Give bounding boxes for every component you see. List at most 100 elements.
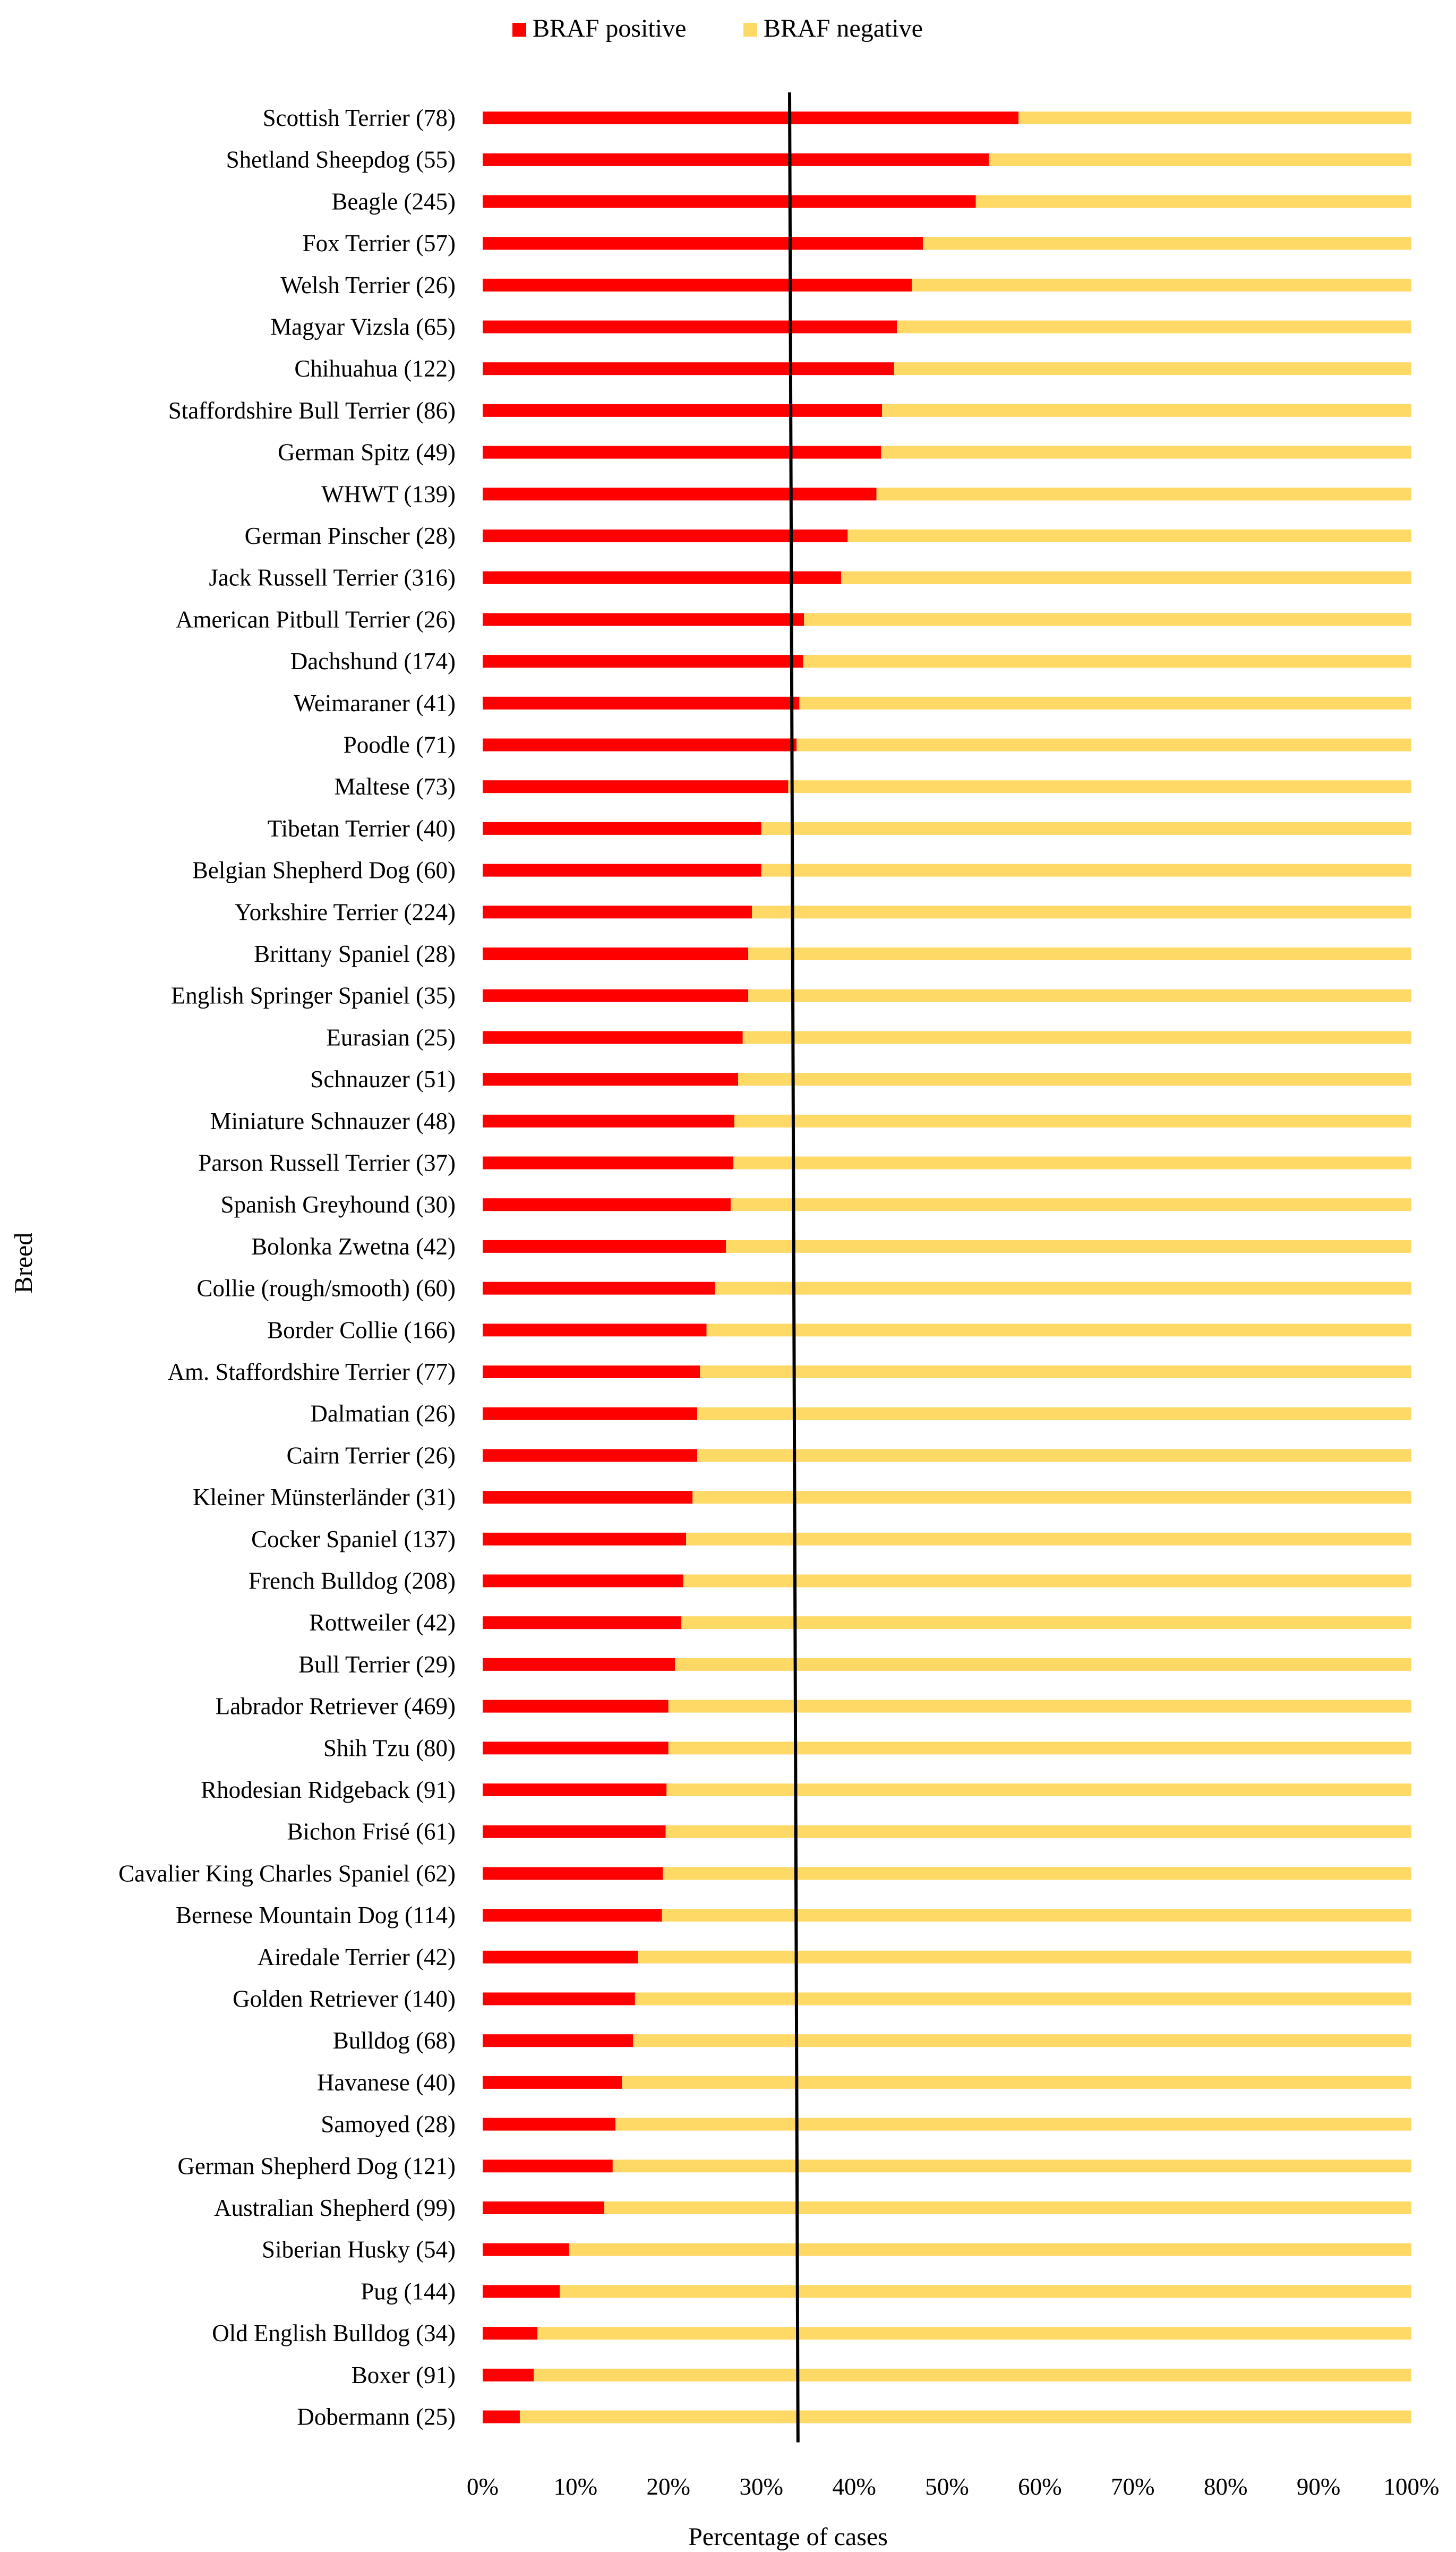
category-label: Boxer (91): [352, 2362, 456, 2388]
category-label: Border Collie (166): [267, 1317, 456, 1343]
bar-braf-negative-26: [730, 1198, 1411, 1211]
category-label: Rottweiler (42): [309, 1609, 456, 1636]
bar-braf-positive-45: [483, 1992, 635, 2005]
bar-braf-negative-6: [894, 362, 1411, 375]
category-label: Parson Russell Terrier (37): [198, 1150, 456, 1176]
x-axis: 0% 10% 20% 30% 40% 50% 60% 70% 80% 90% 100%: [467, 2473, 1440, 2500]
bar-braf-positive-14: [483, 696, 800, 710]
bar-braf-positive-27: [483, 1240, 726, 1253]
category-label: WHWT (139): [321, 481, 456, 507]
bar-braf-negative-39: [668, 1742, 1411, 1755]
bar-braf-negative-37: [675, 1658, 1411, 1671]
legend: BRAF positive BRAF negative: [512, 14, 923, 42]
bar-braf-positive-49: [483, 2160, 613, 2173]
bar-braf-positive-41: [483, 1825, 666, 1838]
x-tick-label: 30%: [739, 2473, 783, 2500]
bar-braf-positive-53: [483, 2327, 538, 2340]
category-label: Airedale Terrier (42): [258, 1944, 456, 1970]
bar-braf-positive-11: [483, 571, 842, 584]
bar-braf-positive-44: [483, 1950, 638, 1964]
category-label: Bolonka Zwetna (42): [251, 1233, 456, 1260]
bar-braf-positive-26: [483, 1198, 731, 1211]
x-tick-label: 70%: [1111, 2473, 1155, 2500]
category-label: Havanese (40): [317, 2069, 456, 2096]
bar-braf-negative-22: [742, 1031, 1411, 1044]
bar-braf-negative-25: [733, 1156, 1411, 1170]
category-label: Shetland Sheepdog (55): [226, 147, 456, 173]
category-label: Miniature Schnauzer (48): [210, 1108, 456, 1134]
category-label: German Pinscher (28): [245, 523, 456, 549]
bar-braf-negative-8: [881, 446, 1411, 459]
bar-braf-positive-33: [483, 1491, 693, 1504]
bar-braf-negative-54: [534, 2368, 1411, 2382]
bar-braf-negative-36: [681, 1616, 1411, 1629]
category-label: Bernese Mountain Dog (114): [176, 1902, 456, 1928]
bar-braf-negative-44: [638, 1950, 1411, 1964]
bar-braf-positive-48: [483, 2118, 616, 2131]
bar-braf-positive-29: [483, 1324, 707, 1337]
category-label: Welsh Terrier (26): [280, 272, 456, 298]
bar-braf-positive-32: [483, 1449, 698, 1462]
bar-braf-positive-28: [483, 1282, 715, 1295]
bar-braf-positive-50: [483, 2201, 605, 2214]
category-label: Dachshund (174): [290, 648, 456, 675]
bar-braf-positive-18: [483, 864, 761, 877]
bar-braf-negative-4: [912, 278, 1411, 292]
category-label: Spanish Greyhound (30): [221, 1191, 456, 1218]
y-axis-title: Breed: [10, 1233, 38, 1294]
x-tick-label: 40%: [832, 2473, 876, 2500]
bar-braf-negative-40: [666, 1783, 1411, 1796]
x-tick-label: 10%: [554, 2473, 598, 2500]
bar-braf-negative-43: [662, 1909, 1411, 1922]
bar-braf-negative-9: [876, 488, 1411, 501]
bar-braf-positive-20: [483, 948, 749, 960]
category-label: Dalmatian (26): [310, 1401, 456, 1427]
bar-braf-negative-52: [560, 2285, 1411, 2298]
bar-braf-negative-53: [537, 2327, 1412, 2340]
bar-braf-negative-41: [665, 1825, 1411, 1838]
bar-braf-negative-55: [519, 2410, 1412, 2423]
bar-braf-positive-21: [483, 989, 749, 1002]
bar-braf-positive-9: [483, 488, 877, 501]
legend-label-braf-positive: BRAF positive: [533, 14, 686, 42]
bar-braf-positive-17: [483, 822, 761, 835]
bar-braf-negative-32: [697, 1449, 1411, 1462]
bar-braf-negative-29: [706, 1324, 1411, 1337]
reference-line-path: [788, 92, 800, 2443]
category-label: Scottish Terrier (78): [263, 105, 456, 131]
bar-braf-negative-5: [897, 320, 1411, 334]
bar-braf-positive-5: [483, 320, 897, 334]
category-label: Belgian Shepherd Dog (60): [192, 857, 456, 884]
bar-braf-negative-24: [734, 1114, 1411, 1128]
bar-braf-positive-42: [483, 1867, 663, 1880]
bar-braf-positive-8: [483, 446, 881, 459]
bar-braf-positive-2: [483, 195, 976, 208]
bar-braf-negative-35: [683, 1574, 1411, 1587]
category-label: Dobermann (25): [297, 2404, 456, 2430]
category-label: Schnauzer (51): [310, 1066, 456, 1093]
x-axis-title: Percentage of cases: [688, 2523, 888, 2551]
bar-braf-positive-39: [483, 1742, 669, 1755]
bar-braf-negative-20: [748, 948, 1411, 960]
category-label: Old English Bulldog (34): [212, 2320, 456, 2346]
category-label: Cavalier King Charles Spaniel (62): [118, 1860, 456, 1887]
category-label: American Pitbull Terrier (26): [176, 606, 456, 633]
bar-braf-negative-49: [612, 2160, 1411, 2173]
bar-braf-positive-55: [483, 2410, 520, 2423]
bar-braf-positive-0: [483, 112, 1019, 124]
bar-braf-positive-25: [483, 1156, 734, 1170]
category-label: Maltese (73): [334, 773, 456, 800]
bar-braf-positive-7: [483, 404, 883, 417]
legend-label-braf-negative: BRAF negative: [764, 14, 923, 42]
category-label: Bull Terrier (29): [298, 1651, 456, 1678]
x-tick-label: 0%: [467, 2473, 499, 2500]
bar-braf-positive-30: [483, 1365, 700, 1378]
bar-braf-negative-19: [752, 906, 1411, 919]
bar-braf-positive-13: [483, 655, 803, 668]
bar-braf-negative-1: [989, 153, 1411, 166]
bar-braf-positive-12: [483, 613, 804, 626]
category-label: English Springer Spaniel (35): [171, 983, 456, 1009]
bar-braf-negative-30: [700, 1365, 1411, 1378]
x-tick-label: 20%: [647, 2473, 691, 2500]
bar-braf-positive-54: [483, 2368, 534, 2382]
